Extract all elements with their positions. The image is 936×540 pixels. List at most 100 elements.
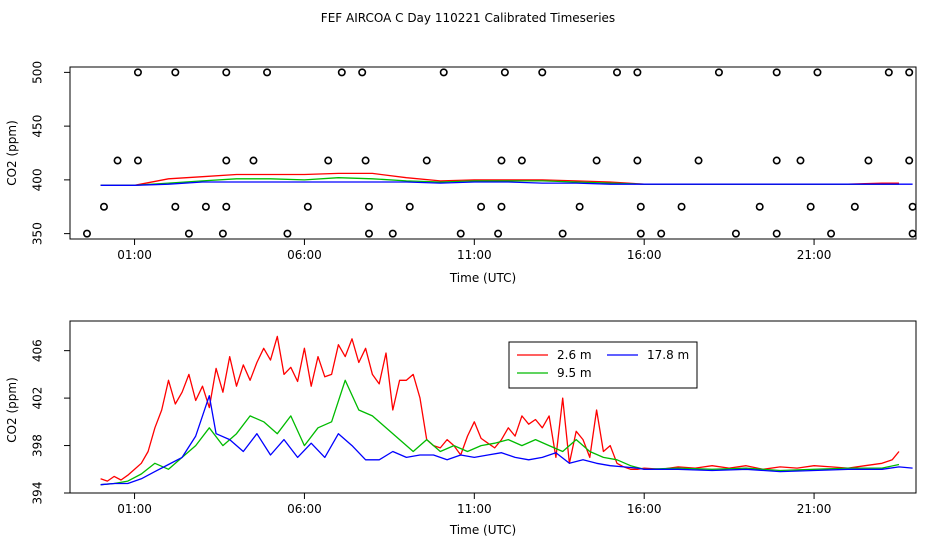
top-outlier-point bbox=[364, 229, 373, 238]
top-series-line-2 bbox=[100, 181, 913, 186]
top-outlier-point bbox=[850, 202, 859, 211]
top-outlier-point bbox=[184, 229, 193, 238]
top-outlier-point bbox=[575, 202, 584, 211]
top-outlier-point bbox=[337, 68, 346, 77]
top-outlier-point bbox=[133, 68, 142, 77]
top-outlier-point bbox=[439, 68, 448, 77]
top-outlier-point bbox=[905, 68, 914, 77]
top-outlier-point bbox=[905, 156, 914, 165]
top-y-tick-label: 450 bbox=[31, 115, 45, 138]
bottom-x-axis: 01:00 06:00 11:00 16:00 21:00 bbox=[117, 493, 831, 516]
top-y-tick-label: 400 bbox=[31, 168, 45, 191]
top-outlier-point bbox=[113, 156, 122, 165]
top-panel: 01:00 06:00 11:00 16:00 21:00 350 400 450 500 T… bbox=[5, 61, 917, 285]
bottom-series-layer bbox=[100, 335, 913, 486]
legend-label-2-6m: 2.6 m bbox=[557, 348, 592, 362]
top-x-axis: 01:00 06:00 11:00 16:00 21:00 bbox=[117, 239, 831, 262]
bottom-series-line-1 bbox=[100, 379, 900, 486]
top-outlier-point bbox=[538, 68, 547, 77]
bottom-x-tick-label: 06:00 bbox=[287, 502, 322, 516]
top-outlier-point bbox=[303, 202, 312, 211]
top-outlier-point bbox=[171, 68, 180, 77]
bottom-y-axis-label: CO2 (ppm) bbox=[5, 377, 19, 443]
top-outlier-point bbox=[388, 229, 397, 238]
top-y-tick-label: 350 bbox=[31, 222, 45, 245]
top-outlier-point bbox=[171, 202, 180, 211]
top-outlier-point bbox=[772, 156, 781, 165]
bottom-y-tick-label: 394 bbox=[31, 482, 45, 505]
legend-box bbox=[508, 341, 698, 389]
top-outlier-point bbox=[477, 202, 486, 211]
top-outlier-point bbox=[884, 68, 893, 77]
top-outlier-point bbox=[613, 68, 622, 77]
top-outlier-point bbox=[694, 156, 703, 165]
top-outlier-point bbox=[422, 156, 431, 165]
top-outlier-point bbox=[772, 68, 781, 77]
top-outlier-point bbox=[99, 202, 108, 211]
top-outlier-point bbox=[517, 156, 526, 165]
top-y-axis: 350 400 450 500 bbox=[31, 61, 70, 245]
top-outlier-point bbox=[755, 202, 764, 211]
top-outlier-point bbox=[864, 156, 873, 165]
top-outlier-point bbox=[497, 202, 506, 211]
legend-label-17-8m: 17.8 m bbox=[647, 348, 689, 362]
bottom-y-tick-label: 402 bbox=[31, 387, 45, 410]
top-outlier-point bbox=[222, 156, 231, 165]
top-series-layer bbox=[82, 68, 917, 238]
top-outlier-point bbox=[592, 156, 601, 165]
top-outlier-point bbox=[813, 68, 822, 77]
bottom-y-tick-label: 398 bbox=[31, 434, 45, 457]
top-y-axis-label: CO2 (ppm) bbox=[5, 120, 19, 186]
top-outlier-point bbox=[806, 202, 815, 211]
top-x-tick-label: 16:00 bbox=[627, 248, 662, 262]
bottom-series-line-2 bbox=[100, 395, 913, 486]
top-outlier-point bbox=[497, 156, 506, 165]
top-outlier-point bbox=[222, 202, 231, 211]
bottom-plot-frame bbox=[69, 320, 917, 494]
bottom-y-tick-label: 406 bbox=[31, 339, 45, 362]
top-outlier-point bbox=[908, 202, 917, 211]
bottom-x-tick-label: 01:00 bbox=[117, 502, 152, 516]
top-outlier-point bbox=[633, 156, 642, 165]
bottom-panel: 01:00 06:00 11:00 16:00 21:00 394 398 402 406 T… bbox=[5, 320, 917, 537]
top-outlier-point bbox=[714, 68, 723, 77]
top-outlier-point bbox=[82, 229, 91, 238]
top-plot-frame bbox=[69, 66, 917, 240]
top-outlier-point bbox=[222, 68, 231, 77]
top-outlier-point bbox=[283, 229, 292, 238]
bottom-series-line-0 bbox=[100, 335, 900, 482]
top-outlier-point bbox=[361, 156, 370, 165]
bottom-x-tick-label: 11:00 bbox=[457, 502, 492, 516]
bottom-y-axis: 394 398 402 406 bbox=[31, 339, 70, 505]
legend-label-9-5m: 9.5 m bbox=[557, 366, 592, 380]
top-outlier-point bbox=[772, 229, 781, 238]
top-outlier-point bbox=[263, 68, 272, 77]
top-y-tick-label: 500 bbox=[31, 61, 45, 84]
top-x-tick-label: 21:00 bbox=[797, 248, 832, 262]
bottom-x-tick-label: 16:00 bbox=[627, 502, 662, 516]
top-outlier-point bbox=[657, 229, 666, 238]
top-outlier-point bbox=[218, 229, 227, 238]
bottom-x-axis-label: Time (UTC) bbox=[449, 523, 516, 537]
top-outlier-point bbox=[201, 202, 210, 211]
top-x-axis-label: Time (UTC) bbox=[449, 271, 516, 285]
top-outlier-point bbox=[324, 156, 333, 165]
top-outlier-point bbox=[636, 229, 645, 238]
top-x-tick-label: 06:00 bbox=[287, 248, 322, 262]
top-outlier-point bbox=[456, 229, 465, 238]
top-outlier-point bbox=[558, 229, 567, 238]
top-outlier-point bbox=[827, 229, 836, 238]
top-x-tick-label: 11:00 bbox=[457, 248, 492, 262]
legend: 2.6 m 9.5 m 17.8 m bbox=[508, 341, 698, 389]
top-outlier-point bbox=[494, 229, 503, 238]
top-outlier-point bbox=[796, 156, 805, 165]
top-outlier-point bbox=[908, 229, 917, 238]
top-outlier-point bbox=[500, 68, 509, 77]
top-outlier-point bbox=[249, 156, 258, 165]
bottom-x-tick-label: 21:00 bbox=[797, 502, 832, 516]
top-outlier-point bbox=[358, 68, 367, 77]
top-outlier-point bbox=[636, 202, 645, 211]
top-outlier-point bbox=[133, 156, 142, 165]
figure-title: FEF AIRCOA C Day 110221 Calibrated Times… bbox=[321, 11, 615, 25]
